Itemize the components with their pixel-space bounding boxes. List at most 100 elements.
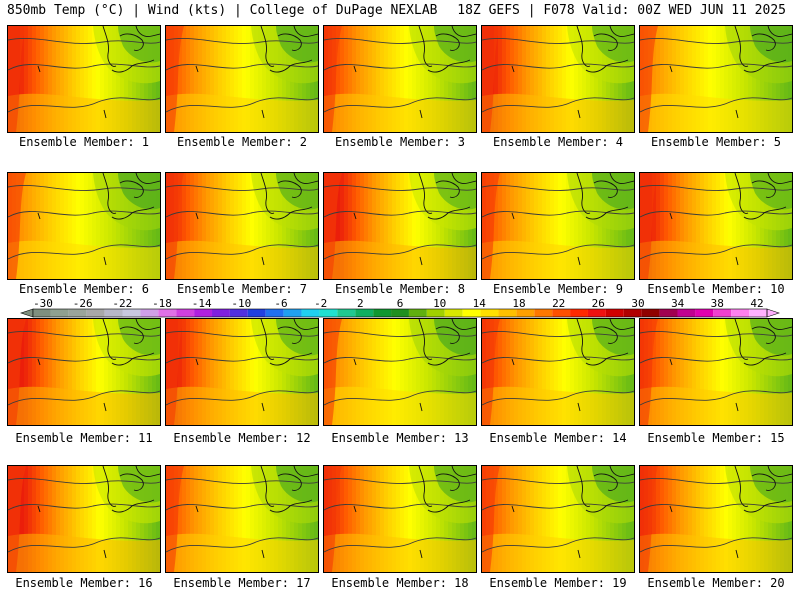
ensemble-panel[interactable] xyxy=(639,465,793,573)
colorbar-arrow-right xyxy=(766,308,780,318)
colorbar-tick-label: 30 xyxy=(631,297,644,310)
colorbar-swatch xyxy=(86,309,105,317)
ensemble-panel[interactable] xyxy=(639,318,793,426)
colorbar-swatch xyxy=(319,309,338,317)
colorbar-swatch xyxy=(480,309,499,317)
ensemble-member-label: Ensemble Member: 4 xyxy=(492,135,624,149)
colorbar-swatch xyxy=(212,309,230,317)
temperature-map xyxy=(482,173,634,279)
colorbar-swatch xyxy=(587,309,606,317)
colorbar-swatch xyxy=(408,309,427,317)
ensemble-panel[interactable] xyxy=(165,25,319,133)
colorbar-swatch xyxy=(373,309,392,317)
colorbar-swatch xyxy=(426,309,445,317)
ensemble-member-label: Ensemble Member: 15 xyxy=(647,431,785,445)
ensemble-member-label: Ensemble Member: 2 xyxy=(176,135,308,149)
colorbar-swatch xyxy=(695,309,714,317)
ensemble-member-label: Ensemble Member: 20 xyxy=(647,576,785,590)
ensemble-panel[interactable] xyxy=(323,25,477,133)
colorbar-tick-label: -30 xyxy=(33,297,53,310)
ensemble-panel[interactable] xyxy=(7,25,161,133)
colorbar-swatch xyxy=(731,309,750,317)
colorbar-swatch xyxy=(444,309,463,317)
colorbar-swatch xyxy=(498,309,517,317)
colorbar-swatch xyxy=(50,309,69,317)
ensemble-member-label: Ensemble Member: 12 xyxy=(173,431,311,445)
temperature-map xyxy=(324,26,476,132)
colorbar-swatch xyxy=(605,309,624,317)
ensemble-member-label: Ensemble Member: 19 xyxy=(489,576,627,590)
ensemble-panel[interactable] xyxy=(7,318,161,426)
colorbar-swatch xyxy=(122,309,141,317)
ensemble-panel[interactable] xyxy=(481,318,635,426)
colorbar-tick-label: 18 xyxy=(512,297,525,310)
ensemble-member-label: Ensemble Member: 8 xyxy=(334,282,466,296)
temperature-map xyxy=(8,319,160,425)
ensemble-panel[interactable] xyxy=(639,25,793,133)
temperature-map xyxy=(166,173,318,279)
ensemble-panel[interactable] xyxy=(323,172,477,280)
colorbar-swatch xyxy=(749,309,767,317)
temperature-map xyxy=(640,466,792,572)
ensemble-panel[interactable] xyxy=(323,318,477,426)
colorbar-swatch xyxy=(552,309,571,317)
colorbar-swatch xyxy=(534,309,553,317)
temperature-map xyxy=(8,173,160,279)
colorbar-tick-label: 34 xyxy=(671,297,685,310)
colorbar-tick-label: 10 xyxy=(433,297,446,310)
colorbar-swatch xyxy=(623,309,642,317)
colorbar-tick-label: -14 xyxy=(192,297,212,310)
ensemble-member-label: Ensemble Member: 9 xyxy=(492,282,624,296)
ensemble-panel[interactable] xyxy=(639,172,793,280)
colorbar-tick-label: 6 xyxy=(397,297,404,310)
colorbar-swatch xyxy=(516,309,535,317)
temperature-colorbar: -30 -26 -22 -18 -14 -10 -6 -2 2 6 10 14 18 22 26 30 34 38… xyxy=(20,297,780,318)
colorbar-swatch xyxy=(641,309,660,317)
colorbar-tick-label: 42 xyxy=(750,297,763,310)
ensemble-panel[interactable] xyxy=(165,318,319,426)
colorbar-tick-label: 38 xyxy=(711,297,724,310)
colorbar-swatch xyxy=(677,309,696,317)
ensemble-panel[interactable] xyxy=(7,172,161,280)
colorbar-tick-label: -26 xyxy=(73,297,93,310)
ensemble-member-label: Ensemble Member: 5 xyxy=(650,135,782,149)
temperature-map xyxy=(324,466,476,572)
ensemble-panel[interactable] xyxy=(7,465,161,573)
ensemble-member-label: Ensemble Member: 7 xyxy=(176,282,308,296)
ensemble-member-label: Ensemble Member: 13 xyxy=(331,431,469,445)
map-title: 850mb Temp (°C) | Wind (kts) | College o… xyxy=(7,3,438,18)
colorbar-tick-label: -22 xyxy=(112,297,132,310)
colorbar-tick-label: 22 xyxy=(552,297,565,310)
ensemble-panel[interactable] xyxy=(165,465,319,573)
ensemble-panel[interactable] xyxy=(481,172,635,280)
temperature-map xyxy=(482,26,634,132)
ensemble-member-label: Ensemble Member: 3 xyxy=(334,135,466,149)
colorbar-tick-label: -18 xyxy=(152,297,172,310)
temperature-map xyxy=(8,26,160,132)
colorbar-tick-label: 14 xyxy=(473,297,487,310)
temperature-map xyxy=(482,466,634,572)
ensemble-member-label: Ensemble Member: 1 xyxy=(18,135,150,149)
temperature-map xyxy=(640,173,792,279)
temperature-map xyxy=(8,466,160,572)
ensemble-panel[interactable] xyxy=(323,465,477,573)
temperature-map xyxy=(640,26,792,132)
colorbar-swatch xyxy=(104,309,123,317)
colorbar-swatch xyxy=(570,309,588,317)
temperature-map xyxy=(482,319,634,425)
ensemble-panel[interactable] xyxy=(481,25,635,133)
ensemble-panel[interactable] xyxy=(165,172,319,280)
colorbar-swatch xyxy=(158,309,177,317)
colorbar-tick-label: 2 xyxy=(357,297,364,310)
colorbar-swatch xyxy=(659,309,678,317)
colorbar-swatch xyxy=(301,309,320,317)
ensemble-member-label: Ensemble Member: 10 xyxy=(647,282,785,296)
temperature-map xyxy=(166,319,318,425)
colorbar-swatch xyxy=(33,309,51,317)
colorbar-tick-label: -6 xyxy=(274,297,287,310)
colorbar-swatch xyxy=(247,309,266,317)
colorbar-swatch xyxy=(68,309,87,317)
ensemble-member-label: Ensemble Member: 18 xyxy=(331,576,469,590)
ensemble-panel[interactable] xyxy=(481,465,635,573)
colorbar-swatch xyxy=(391,309,409,317)
